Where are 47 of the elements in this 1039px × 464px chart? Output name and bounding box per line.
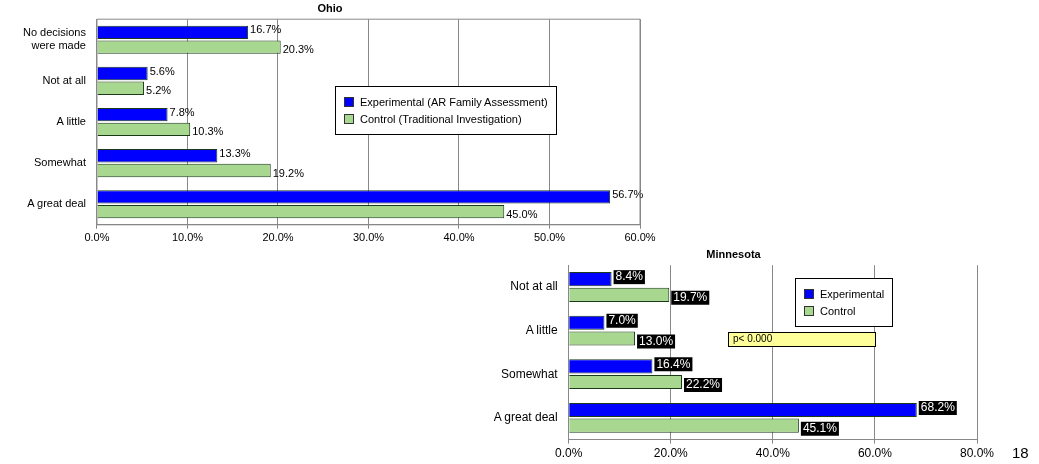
data-label: 10.3%	[192, 125, 224, 138]
data-label: 22.2%	[686, 377, 721, 392]
data-label: 19.7%	[673, 290, 708, 305]
x-tick-label: 30.0%	[352, 231, 385, 244]
data-label: 68.2%	[920, 400, 956, 415]
x-tick-label: 20.0%	[653, 446, 689, 461]
x-tick-label: 80.0%	[959, 446, 995, 461]
chart-title: Minnesota	[706, 247, 762, 260]
data-label: 7.8%	[169, 105, 195, 118]
x-tick-label: 20.0%	[262, 231, 294, 244]
x-tick-label: 60.0%	[624, 231, 656, 244]
y-tick-label: A little	[56, 115, 86, 128]
y-tick-label: Somewhat	[501, 366, 559, 381]
y-tick-label: Not at all	[510, 279, 558, 294]
y-tick-label: A great deal	[493, 410, 558, 425]
text: 18	[1012, 444, 1029, 461]
data-label: 16.4%	[656, 356, 691, 371]
y-tick-label: Not at all	[42, 73, 86, 86]
x-tick-label: 40.0%	[755, 446, 791, 461]
legend-label: Control (Traditional Investigation)	[359, 113, 523, 125]
y-tick-label: No decisions were made	[22, 26, 87, 52]
data-label: 45.1%	[802, 420, 838, 435]
x-tick-label: 0.0%	[555, 446, 583, 461]
data-label: 8.4%	[615, 269, 644, 284]
x-tick-label: 50.0%	[533, 231, 566, 244]
legend-label: Experimental (AR Family Assessment)	[359, 96, 548, 108]
y-tick-label: Somewhat	[33, 156, 86, 169]
data-label: 5.6%	[149, 64, 175, 77]
data-label: 45.0%	[506, 207, 538, 220]
data-label: 16.7%	[250, 23, 282, 36]
x-tick-label: 40.0%	[443, 231, 475, 244]
x-tick-label: 0.0%	[84, 231, 110, 244]
data-label: 19.2%	[272, 166, 305, 179]
data-label: 7.0%	[608, 313, 637, 328]
data-label: 5.2%	[146, 84, 172, 97]
x-tick-label: 10.0%	[171, 231, 204, 244]
data-label: 20.3%	[282, 43, 315, 56]
y-tick-label: A great deal	[27, 197, 86, 210]
annotation: p< 0.000	[733, 332, 773, 346]
x-tick-label: 60.0%	[857, 446, 893, 461]
data-label: 13.3%	[219, 146, 251, 159]
data-label: 56.7%	[612, 187, 644, 200]
legend-label: Experimental	[819, 288, 885, 300]
chart-title: Ohio	[317, 1, 343, 14]
data-label: 13.0%	[639, 333, 674, 348]
legend-label: Control	[819, 305, 857, 317]
y-tick-label: A little	[525, 322, 559, 337]
